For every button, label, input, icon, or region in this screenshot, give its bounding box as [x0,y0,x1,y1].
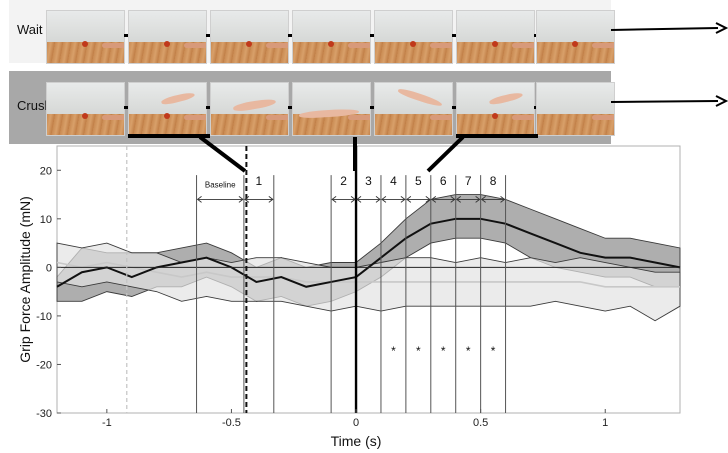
x-tick-label: 1 [602,417,608,429]
window-label: 8 [490,174,497,188]
y-tick-label: 20 [40,165,52,177]
wait-arrow-line [611,28,718,30]
y-tick-label: -20 [36,359,52,371]
y-tick-label: -30 [36,408,52,420]
window-label: 7 [465,174,472,188]
crush-arrow-line [611,101,718,102]
y-tick-label: 0 [46,262,52,274]
window-label: 1 [256,174,263,188]
y-tick-label: -10 [36,311,52,323]
window-label: 2 [340,174,347,188]
window-label: 6 [440,174,447,188]
x-axis-label: Time (s) [331,433,382,449]
window-label: 4 [390,174,397,188]
x-tick-label: 0.5 [473,417,488,429]
significance-star: * [391,344,396,358]
x-tick-label: -1 [102,417,112,429]
significance-star: * [491,344,496,358]
significance-star: * [416,344,421,358]
window-label: 5 [415,174,422,188]
significance-star: * [466,344,471,358]
baseline-label: Baseline [205,180,236,189]
significance-star: * [441,344,446,358]
x-tick-label: -0.5 [222,417,241,429]
y-tick-label: 10 [40,214,52,226]
y-axis-label: Grip Force Amplitude (mN) [17,196,33,362]
x-tick-label: 0 [353,417,359,429]
window-label: 3 [365,174,372,188]
